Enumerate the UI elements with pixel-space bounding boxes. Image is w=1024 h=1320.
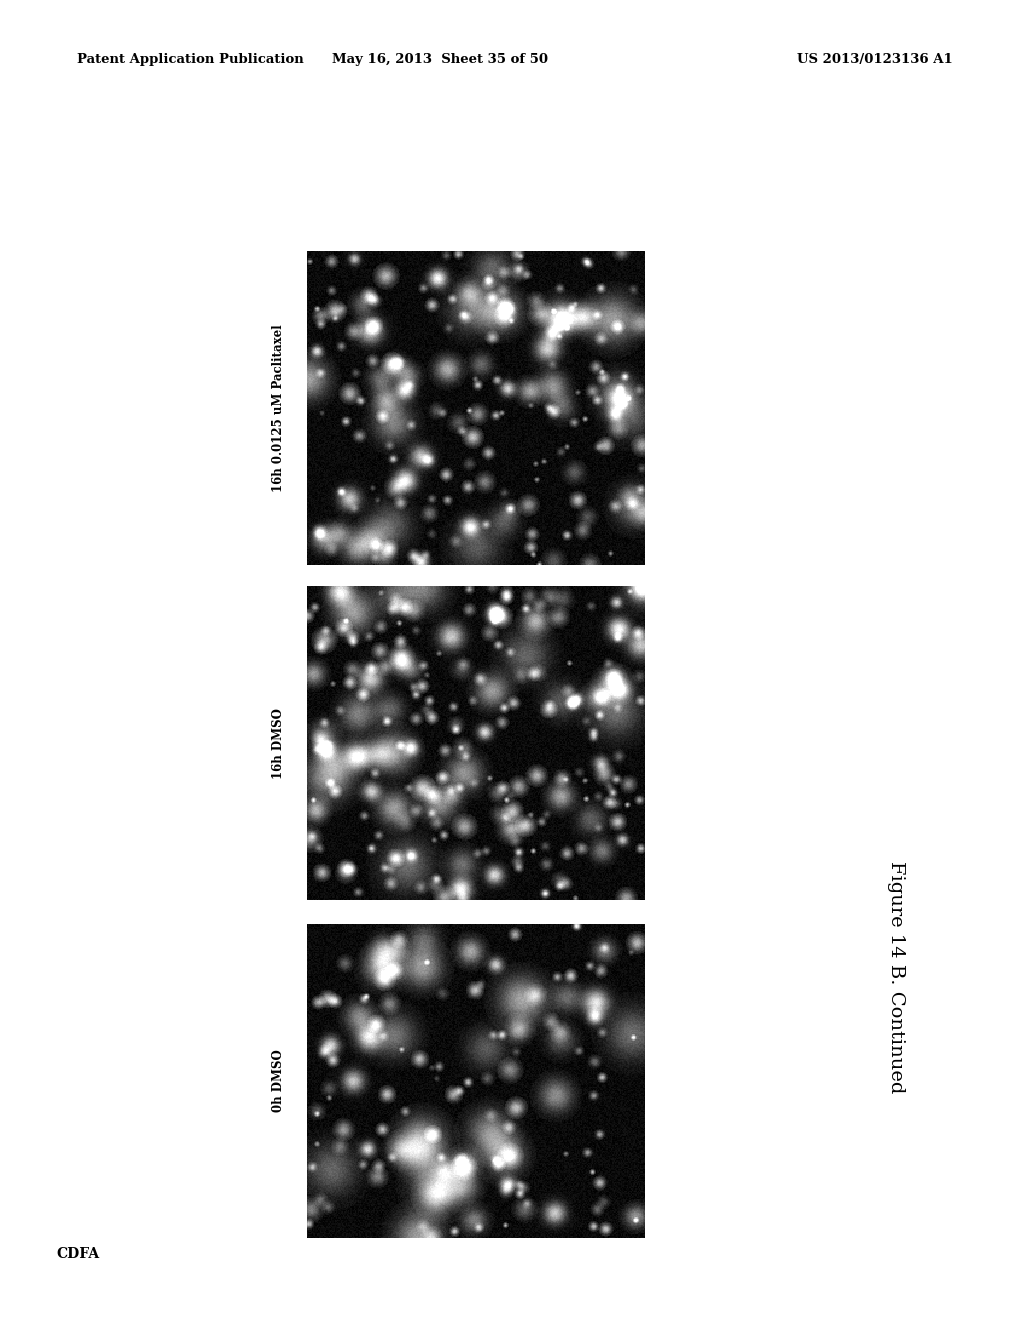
Text: US 2013/0123136 A1: US 2013/0123136 A1 bbox=[797, 53, 952, 66]
Text: Figure 14 B. Continued: Figure 14 B. Continued bbox=[887, 861, 905, 1093]
Text: 0h DMSO: 0h DMSO bbox=[272, 1049, 285, 1113]
Text: May 16, 2013  Sheet 35 of 50: May 16, 2013 Sheet 35 of 50 bbox=[333, 53, 548, 66]
Text: CDFA: CDFA bbox=[56, 1247, 99, 1261]
Text: Patent Application Publication: Patent Application Publication bbox=[77, 53, 303, 66]
Text: 16h DMSO: 16h DMSO bbox=[272, 708, 285, 779]
Text: 16h 0.0125 uM Paclitaxel: 16h 0.0125 uM Paclitaxel bbox=[272, 325, 285, 491]
